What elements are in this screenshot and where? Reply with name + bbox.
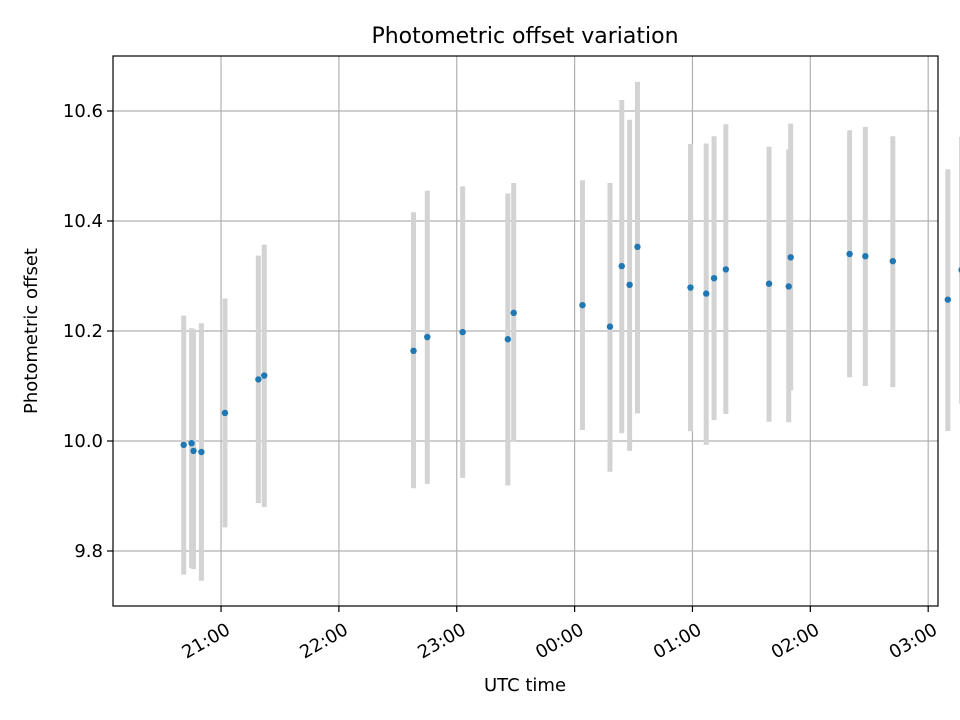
data-point [180, 441, 187, 449]
data-point [261, 372, 268, 379]
data-point [198, 448, 205, 456]
data-point [722, 266, 730, 273]
data-point [255, 376, 262, 383]
x-axis-label: UTC time [484, 675, 566, 696]
data-point [410, 347, 417, 354]
y-tick-label: 9.8 [74, 541, 103, 562]
data-point [889, 257, 897, 265]
data-point [459, 328, 466, 336]
y-axis-ticks: 9.8 10.0 10.2 10.4 10.6 [63, 101, 113, 562]
y-tick-label: 10.4 [63, 211, 103, 232]
data-point [606, 323, 614, 330]
y-axis-label: Photometric offset [21, 248, 42, 414]
data-point [787, 254, 794, 261]
data-point [703, 290, 710, 297]
data-point [944, 296, 952, 303]
data-points [180, 243, 960, 456]
data-point [862, 253, 869, 260]
data-point [424, 333, 431, 341]
data-point [634, 243, 641, 251]
data-point [504, 336, 512, 343]
data-point [221, 409, 229, 417]
data-point [687, 284, 694, 291]
y-tick-label: 10.6 [63, 101, 103, 122]
y-tick-label: 10.2 [63, 321, 103, 342]
data-point [188, 440, 195, 447]
chart-title: Photometric offset variation [371, 24, 678, 49]
data-point [765, 280, 773, 287]
data-point [626, 281, 633, 288]
data-point [846, 250, 853, 258]
y-tick-label: 10.0 [63, 431, 103, 452]
data-point [710, 275, 718, 282]
data-point [785, 283, 792, 290]
data-point [190, 447, 197, 455]
data-point [618, 262, 625, 270]
data-point [579, 301, 586, 309]
data-point [510, 309, 517, 317]
